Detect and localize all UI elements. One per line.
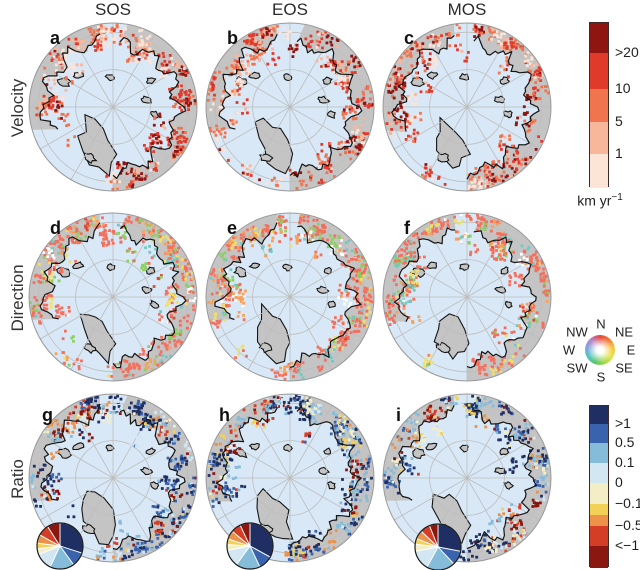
polar-map-i xyxy=(382,393,552,563)
colorbar-label: >1 xyxy=(615,415,631,431)
colorbar-segment xyxy=(590,122,608,154)
panel-letter: h xyxy=(219,405,230,425)
ratio-pie-g xyxy=(36,522,84,570)
wheel-label-e: E xyxy=(626,342,636,358)
colorbar-segment xyxy=(590,424,608,443)
colorbar-segment xyxy=(590,53,608,89)
wheel-label-nw: NW xyxy=(566,324,588,340)
colorbar-segment xyxy=(590,526,608,546)
wheel-label-w: W xyxy=(562,342,576,358)
panel-c: c xyxy=(382,22,552,192)
wheel-label-n: N xyxy=(596,316,606,332)
polar-map-b xyxy=(205,22,375,192)
wheel-label-s: S xyxy=(596,369,606,385)
colorbar-segment xyxy=(590,443,608,463)
panel-b: b xyxy=(205,22,375,192)
panel-letter: a xyxy=(50,28,61,48)
panel-f: f xyxy=(382,212,552,382)
polar-map-e xyxy=(205,212,375,382)
polar-map-d xyxy=(28,212,198,382)
panel-a: a xyxy=(28,22,198,192)
colorbar-label: 10 xyxy=(615,80,631,96)
colorbar-label: −0.5 xyxy=(615,517,640,533)
panel-letter: b xyxy=(227,28,238,48)
colorbar-segment xyxy=(590,23,608,53)
column-header-mos: MOS xyxy=(447,0,487,19)
colorbar-segment xyxy=(590,504,608,515)
ratio-pie-h xyxy=(226,522,274,570)
ratio-pie-i xyxy=(414,523,462,570)
row-label-velocity: Velocity xyxy=(8,78,27,138)
panel-letter: i xyxy=(396,405,402,425)
wheel-label-se: SE xyxy=(615,360,633,376)
panel-h: h xyxy=(205,393,375,563)
panel-g: g xyxy=(28,393,198,563)
panel-letter: g xyxy=(42,405,53,425)
panel-i: i xyxy=(382,393,552,563)
polar-map-f xyxy=(382,212,552,382)
row-label-direction: Direction xyxy=(8,264,27,332)
colorbar-label: −0.1 xyxy=(615,495,640,511)
panel-letter: c xyxy=(404,28,415,48)
direction-color-wheel xyxy=(585,335,615,365)
colorbar-segment xyxy=(590,546,608,568)
velocity-colorbar xyxy=(589,22,609,188)
colorbar-label: 0 xyxy=(615,474,623,490)
wheel-white-core xyxy=(585,335,615,365)
unit-text: km yr xyxy=(577,192,612,209)
panel-letter: e xyxy=(227,218,238,238)
colorbar-label: 0.5 xyxy=(615,434,635,450)
wheel-label-ne: NE xyxy=(614,324,634,340)
colorbar-segment xyxy=(590,463,608,483)
velocity-colorbar-unit: km yr−1 xyxy=(562,192,638,209)
colorbar-segment xyxy=(590,406,608,424)
column-header-eos: EOS xyxy=(272,0,308,19)
polar-map-c xyxy=(382,22,552,192)
panel-e: e xyxy=(205,212,375,382)
wheel-label-sw: SW xyxy=(566,360,588,376)
row-label-ratio: Ratio xyxy=(8,459,27,499)
colorbar-label: 5 xyxy=(615,113,623,129)
colorbar-segment xyxy=(590,89,608,122)
panel-letter: f xyxy=(404,218,410,238)
column-header-sos: SOS xyxy=(95,0,131,19)
colorbar-label: 0.1 xyxy=(615,454,635,470)
colorbar-segment xyxy=(590,515,608,526)
colorbar-segment xyxy=(590,154,608,188)
ratio-colorbar xyxy=(589,405,609,568)
polar-map-h xyxy=(205,393,375,563)
colorbar-segment xyxy=(590,483,608,504)
polar-map-g xyxy=(28,393,198,563)
panel-letter: d xyxy=(50,218,61,238)
colorbar-label: 1 xyxy=(615,145,623,161)
colorbar-label: <−1 xyxy=(615,537,640,553)
panel-d: d xyxy=(28,212,198,382)
colorbar-label: >20 xyxy=(615,44,639,60)
unit-exponent: −1 xyxy=(611,192,623,203)
polar-map-a xyxy=(28,22,198,192)
